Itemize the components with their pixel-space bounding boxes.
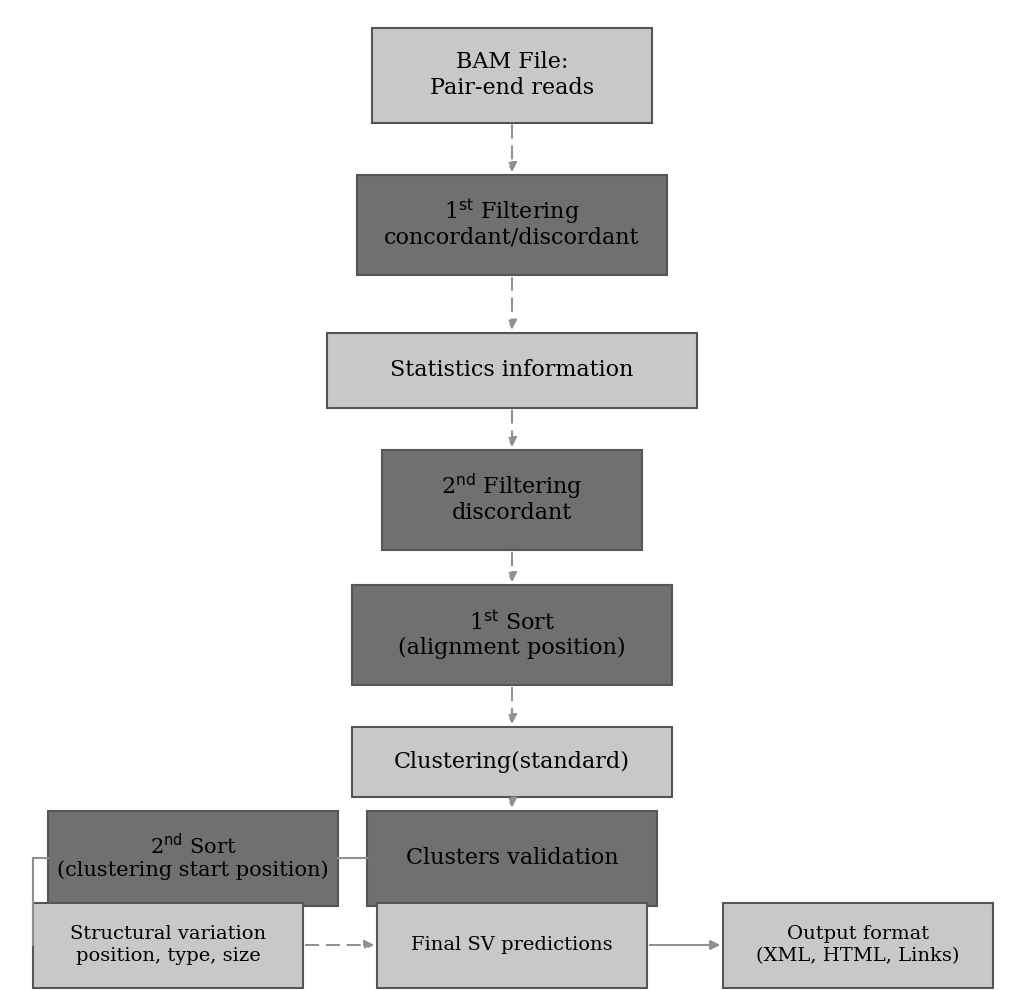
Text: Final SV predictions: Final SV predictions xyxy=(412,936,612,954)
Text: BAM File:: BAM File: xyxy=(456,51,568,73)
Text: concordant/discordant: concordant/discordant xyxy=(384,227,640,248)
FancyBboxPatch shape xyxy=(327,333,697,408)
Text: Statistics information: Statistics information xyxy=(390,359,634,381)
Text: Clustering(standard): Clustering(standard) xyxy=(394,751,630,773)
FancyBboxPatch shape xyxy=(33,903,303,987)
Text: discordant: discordant xyxy=(452,502,572,524)
FancyBboxPatch shape xyxy=(382,450,642,550)
Text: (alignment position): (alignment position) xyxy=(398,637,626,659)
Text: 1$^{\mathrm{st}}$ Sort: 1$^{\mathrm{st}}$ Sort xyxy=(469,610,555,635)
Text: Structural variation: Structural variation xyxy=(70,925,266,942)
Text: Output format: Output format xyxy=(786,925,929,942)
FancyBboxPatch shape xyxy=(352,727,672,797)
FancyBboxPatch shape xyxy=(367,811,657,906)
FancyBboxPatch shape xyxy=(372,28,652,123)
Text: 2$^{\mathrm{nd}}$ Filtering: 2$^{\mathrm{nd}}$ Filtering xyxy=(441,472,583,502)
FancyBboxPatch shape xyxy=(357,175,667,275)
Text: Pair-end reads: Pair-end reads xyxy=(430,77,594,99)
FancyBboxPatch shape xyxy=(377,903,647,987)
FancyBboxPatch shape xyxy=(723,903,993,987)
FancyBboxPatch shape xyxy=(48,811,338,906)
Text: (clustering start position): (clustering start position) xyxy=(57,860,329,880)
Text: position, type, size: position, type, size xyxy=(76,947,260,965)
Text: 1$^{\mathrm{st}}$ Filtering: 1$^{\mathrm{st}}$ Filtering xyxy=(444,197,580,227)
Text: (XML, HTML, Links): (XML, HTML, Links) xyxy=(757,947,959,965)
Text: Clusters validation: Clusters validation xyxy=(406,847,618,869)
FancyBboxPatch shape xyxy=(352,585,672,685)
Text: 2$^{\mathrm{nd}}$ Sort: 2$^{\mathrm{nd}}$ Sort xyxy=(150,834,237,858)
